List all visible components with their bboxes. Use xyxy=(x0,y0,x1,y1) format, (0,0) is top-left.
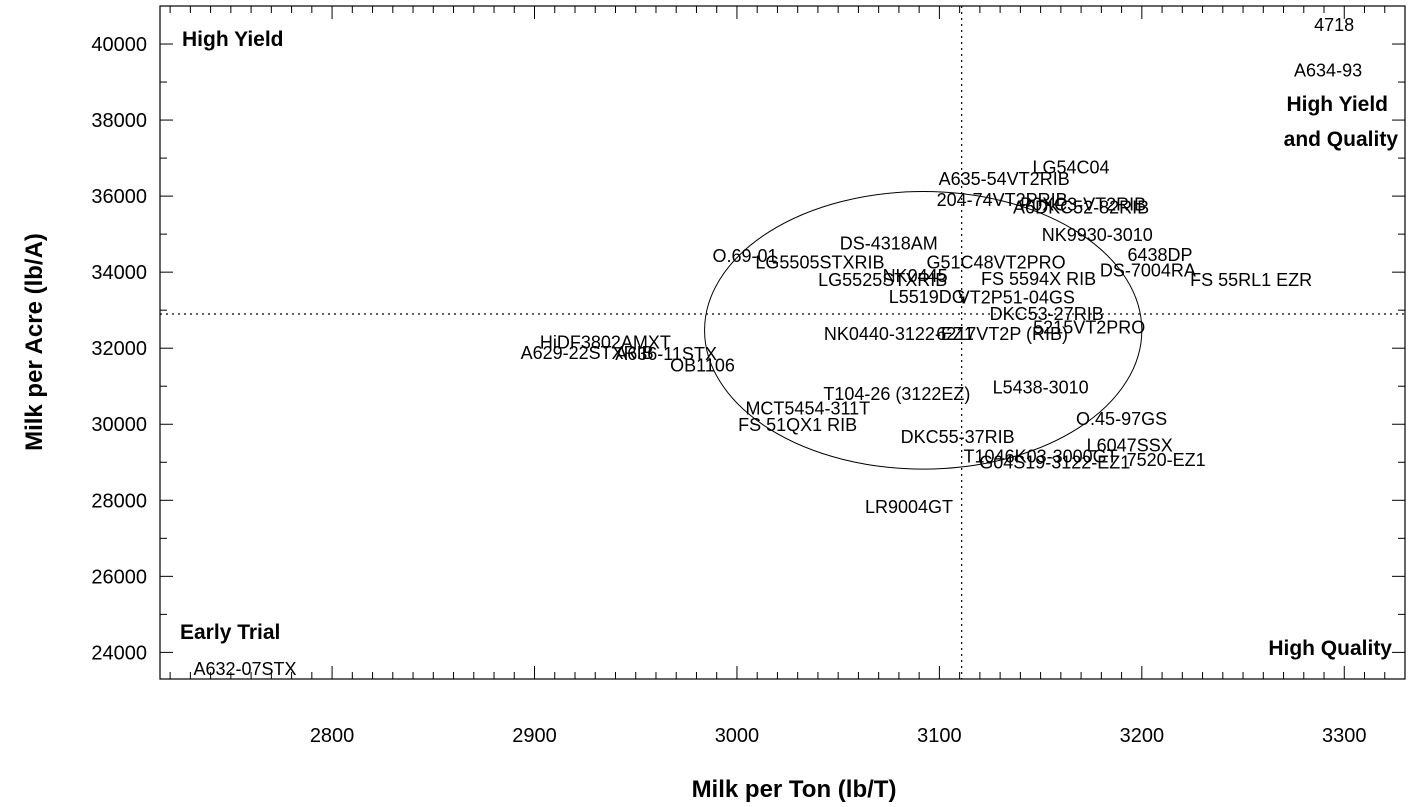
quadrant-label-top-left: High Yield xyxy=(182,28,284,51)
y-tick-label: 26000 xyxy=(91,566,147,588)
point-label: DKC53-27RIB xyxy=(990,304,1104,324)
point-label: LG5525STXRIB xyxy=(818,270,947,290)
quadrant-label-top-right-1: High Yield xyxy=(1286,93,1388,116)
point-label: FS 51QX1 RIB xyxy=(738,415,857,435)
point-label: A629-22STXRIB xyxy=(521,343,654,363)
point-label: A6DKC52-82RIB xyxy=(1013,198,1149,218)
point-label: 6217VT2P (RIB) xyxy=(936,324,1068,344)
y-axis-title: Milk per Acre (lb/A) xyxy=(21,233,48,451)
point-label: 7520-EZ1 xyxy=(1127,450,1206,470)
point-label: MCT5454-311T xyxy=(745,398,870,418)
point-label: A636-11STX xyxy=(615,344,717,364)
point-label: LG5505STXRIB xyxy=(755,253,884,273)
point-label: G51C48VT2PRO xyxy=(927,253,1066,273)
quadrant-label-bottom-left: Early Trial xyxy=(180,621,280,644)
quadrant-label-top-right-2: and Quality xyxy=(1284,128,1399,151)
point-label: NK9930-3010 xyxy=(1042,225,1153,245)
y-tick-label: 36000 xyxy=(91,186,147,208)
point-label: HiDF3802AMXT xyxy=(540,333,671,353)
point-label: A635-54VT2RIB xyxy=(939,169,1070,189)
point-label: DS-7004RA xyxy=(1100,260,1196,280)
confidence-ellipse xyxy=(704,191,1143,470)
y-tick-label: 32000 xyxy=(91,338,147,360)
y-tick-label: 24000 xyxy=(91,642,147,664)
x-tick-label: 3100 xyxy=(917,725,962,747)
point-label: L6047SSX xyxy=(1087,436,1173,456)
x-tick-label: 3200 xyxy=(1120,725,1165,747)
point-label: O.45-97GS xyxy=(1076,409,1167,429)
point-label: A632-07STX xyxy=(193,659,296,679)
point-label: VT2P51-04GS xyxy=(958,288,1075,308)
point-label: T1046K03-3000GT xyxy=(964,447,1118,467)
point-label: DKC55-37RIB xyxy=(901,427,1015,447)
point-label: L5519DG xyxy=(889,287,966,307)
point-label: FS 5594X RIB xyxy=(981,269,1096,289)
quadrant-label-bottom-right: High Quality xyxy=(1268,637,1392,660)
point-label: NK0440-3122-EZ1 xyxy=(824,324,974,344)
y-tick-label: 40000 xyxy=(91,34,147,56)
point-label: 6438DP xyxy=(1128,245,1193,265)
point-label: 5215VT2PRO xyxy=(1033,318,1145,338)
point-label: LR9004GT xyxy=(865,497,953,517)
point-label: FS 55RL1 EZR xyxy=(1190,270,1312,290)
x-tick-label: 2900 xyxy=(512,725,557,747)
point-label: 4718 xyxy=(1314,15,1354,35)
y-tick-label: 28000 xyxy=(91,490,147,512)
x-tick-label: 3300 xyxy=(1322,725,1367,747)
point-label: P0XC3-VT2RIB xyxy=(1020,194,1146,214)
point-label: G04S19-3122-EZ1 xyxy=(979,452,1130,472)
point-label: OB1106 xyxy=(670,355,735,375)
mean-reference-lines xyxy=(160,6,1405,679)
y-tick-label: 30000 xyxy=(91,414,147,436)
point-label: LG54C04 xyxy=(1032,158,1109,178)
point-label: L5438-3010 xyxy=(993,377,1089,397)
x-tick-label: 3000 xyxy=(715,725,760,747)
x-tick-label: 2800 xyxy=(310,725,355,747)
point-label: T104-26 (3122EZ) xyxy=(823,384,970,404)
y-tick-label: 34000 xyxy=(91,262,147,284)
y-tick-label: 38000 xyxy=(91,110,147,132)
point-label: NK0445 xyxy=(883,266,948,286)
plot-frame xyxy=(159,5,1406,680)
point-label: 204-74VT2PRIB xyxy=(937,190,1068,210)
axis-ticks: 2800 2900 3000 3100 3200 3300 24000 26000 28000 3… xyxy=(91,5,1406,747)
point-label: O.69-01 xyxy=(713,246,778,266)
x-axis-title: Milk per Ton (lb/T) xyxy=(692,776,897,803)
point-label: A634-93 xyxy=(1294,61,1362,81)
point-label: DS-4318AM xyxy=(840,233,938,253)
point-labels: 4718 A634-93 LG54C04A635-54VT2RIB204-74VT2… xyxy=(193,15,1362,679)
